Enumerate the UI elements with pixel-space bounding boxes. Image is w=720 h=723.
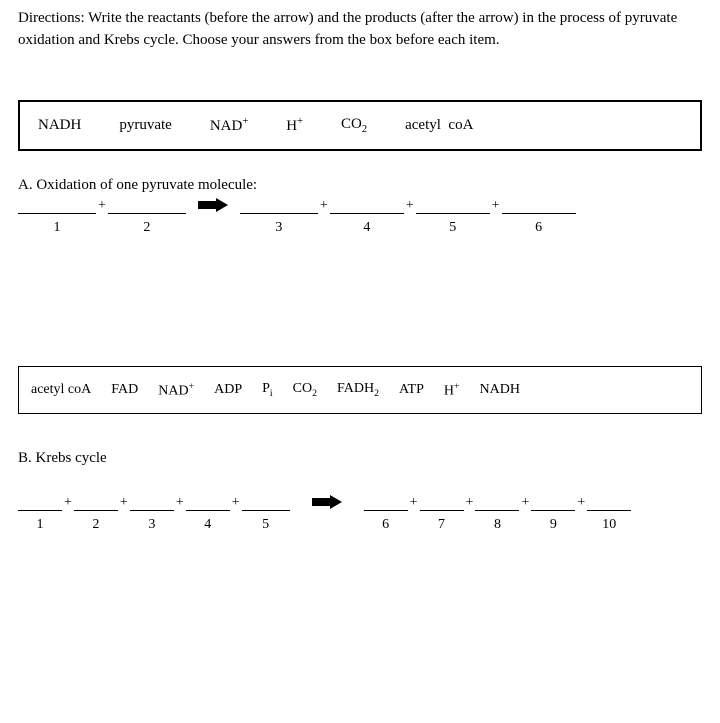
boxB-item: H+: [444, 381, 460, 400]
boxA-item: CO2: [341, 116, 367, 135]
boxA-item: NAD+: [210, 116, 248, 135]
plus-icon: +: [174, 495, 186, 511]
blank-num: 7: [438, 517, 445, 533]
blank: 2: [74, 495, 118, 533]
boxB-item: ADP: [214, 382, 242, 398]
boxB-item: ATP: [399, 382, 424, 398]
blank: 2: [108, 198, 186, 236]
blank: 10: [587, 495, 631, 533]
boxB-item: CO2: [293, 381, 317, 399]
boxB-item: Pi: [262, 381, 273, 399]
answer-box-b: acetyl coA FAD NAD+ ADP Pi CO2 FADH2 ATP…: [18, 366, 702, 415]
blank: 3: [130, 495, 174, 533]
plus-icon: +: [62, 495, 74, 511]
plus-icon: +: [519, 495, 531, 511]
blank: 1: [18, 495, 62, 533]
blank-num: 2: [92, 517, 99, 533]
plus-icon: +: [575, 495, 587, 511]
directions-text: Directions: Write the reactants (before …: [18, 8, 702, 52]
section-b-title: B. Krebs cycle: [18, 450, 702, 467]
blank-num: 2: [143, 220, 150, 236]
blank-num: 10: [602, 517, 616, 533]
blank-num: 5: [449, 220, 456, 236]
blank-num: 8: [494, 517, 501, 533]
plus-icon: +: [96, 198, 108, 214]
arrow-icon: [312, 495, 342, 509]
blank: 5: [416, 198, 490, 236]
plus-icon: +: [408, 495, 420, 511]
equation-a: 1 + 2 3 + 4 + 5 + 6: [18, 198, 702, 236]
blank-num: 3: [275, 220, 282, 236]
plus-icon: +: [118, 495, 130, 511]
blank: 4: [330, 198, 404, 236]
section-a-title: A. Oxidation of one pyruvate molecule:: [18, 177, 702, 194]
blank: 6: [364, 495, 408, 533]
blank: 3: [240, 198, 318, 236]
boxB-item: acetyl coA: [31, 382, 91, 398]
blank-num: 1: [37, 517, 44, 533]
boxB-item: FAD: [111, 382, 138, 398]
boxB-item: NAD+: [158, 381, 194, 400]
blank: 1: [18, 198, 96, 236]
plus-icon: +: [404, 198, 416, 214]
boxB-item: FADH2: [337, 381, 379, 399]
boxA-item: H+: [286, 116, 303, 135]
blank-num: 4: [363, 220, 370, 236]
blank: 4: [186, 495, 230, 533]
blank-num: 3: [148, 517, 155, 533]
boxA-item: acetyl coA: [405, 117, 473, 134]
plus-icon: +: [464, 495, 476, 511]
blank-num: 6: [382, 517, 389, 533]
boxA-item: pyruvate: [119, 117, 171, 134]
blank: 7: [420, 495, 464, 533]
plus-icon: +: [318, 198, 330, 214]
boxA-item: NADH: [38, 117, 81, 134]
blank-num: 5: [262, 517, 269, 533]
plus-icon: +: [230, 495, 242, 511]
arrow-icon: [198, 198, 228, 212]
blank-num: 1: [54, 220, 61, 236]
blank-num: 9: [550, 517, 557, 533]
blank-num: 6: [535, 220, 542, 236]
plus-icon: +: [490, 198, 502, 214]
blank: 6: [502, 198, 576, 236]
blank: 5: [242, 495, 290, 533]
equation-b: 1 + 2 + 3 + 4 + 5 6 + 7 + 8 + 9 + 10: [18, 495, 702, 533]
blank: 9: [531, 495, 575, 533]
boxB-item: NADH: [480, 382, 520, 398]
answer-box-a: NADH pyruvate NAD+ H+ CO2 acetyl coA: [18, 100, 702, 151]
blank: 8: [475, 495, 519, 533]
blank-num: 4: [204, 517, 211, 533]
